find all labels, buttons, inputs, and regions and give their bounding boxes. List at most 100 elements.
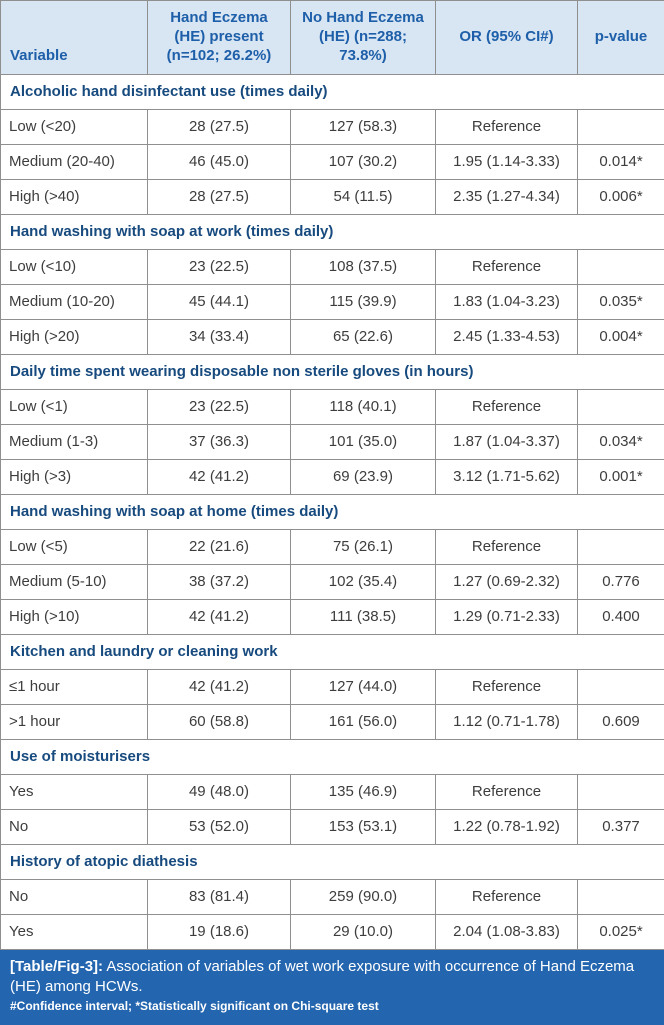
section-row: Use of moisturisers <box>1 740 664 775</box>
variable-cell: Low (<1) <box>1 390 148 425</box>
value-cell: 42 (41.2) <box>148 670 291 705</box>
caption-text: Association of variables of wet work exp… <box>10 958 634 995</box>
value-cell: 108 (37.5) <box>291 250 436 285</box>
value-cell <box>578 530 664 565</box>
value-cell: 0.034* <box>578 425 664 460</box>
table-row: Low (<1)23 (22.5)118 (40.1)Reference <box>1 390 664 425</box>
value-cell: 1.12 (0.71-1.78) <box>436 705 578 740</box>
value-cell: Reference <box>436 110 578 145</box>
variable-cell: Medium (10-20) <box>1 285 148 320</box>
value-cell <box>578 250 664 285</box>
value-cell: 34 (33.4) <box>148 320 291 355</box>
table-row: Low (<5)22 (21.6)75 (26.1)Reference <box>1 530 664 565</box>
table-row: Low (<10)23 (22.5)108 (37.5)Reference <box>1 250 664 285</box>
value-cell: 45 (44.1) <box>148 285 291 320</box>
table-row: High (>40)28 (27.5)54 (11.5)2.35 (1.27-4… <box>1 180 664 215</box>
section-header: Daily time spent wearing disposable non … <box>1 355 664 390</box>
variable-cell: Medium (1-3) <box>1 425 148 460</box>
value-cell <box>578 110 664 145</box>
table-body: Alcoholic hand disinfectant use (times d… <box>1 75 664 950</box>
value-cell: 118 (40.1) <box>291 390 436 425</box>
value-cell: 28 (27.5) <box>148 110 291 145</box>
value-cell: 3.12 (1.71-5.62) <box>436 460 578 495</box>
variable-cell: >1 hour <box>1 705 148 740</box>
section-row: Kitchen and laundry or cleaning work <box>1 635 664 670</box>
section-header: Alcoholic hand disinfectant use (times d… <box>1 75 664 110</box>
value-cell: 1.83 (1.04-3.23) <box>436 285 578 320</box>
section-row: History of atopic diathesis <box>1 845 664 880</box>
value-cell: Reference <box>436 530 578 565</box>
variable-cell: Medium (20-40) <box>1 145 148 180</box>
value-cell: Reference <box>436 250 578 285</box>
value-cell: 1.27 (0.69-2.32) <box>436 565 578 600</box>
value-cell: 19 (18.6) <box>148 915 291 950</box>
section-row: Hand washing with soap at home (times da… <box>1 495 664 530</box>
value-cell: 23 (22.5) <box>148 250 291 285</box>
value-cell: 0.025* <box>578 915 664 950</box>
variable-cell: Low (<20) <box>1 110 148 145</box>
value-cell: 23 (22.5) <box>148 390 291 425</box>
column-header: p-value <box>578 1 664 75</box>
value-cell: 153 (53.1) <box>291 810 436 845</box>
table-row: High (>10)42 (41.2)111 (38.5)1.29 (0.71-… <box>1 600 664 635</box>
value-cell: 2.45 (1.33-4.53) <box>436 320 578 355</box>
value-cell: 0.035* <box>578 285 664 320</box>
value-cell: 0.776 <box>578 565 664 600</box>
variable-cell: High (>3) <box>1 460 148 495</box>
caption-footnote: #Confidence interval; *Statistically sig… <box>10 999 654 1015</box>
variable-cell: No <box>1 810 148 845</box>
value-cell: 2.35 (1.27-4.34) <box>436 180 578 215</box>
value-cell: 127 (44.0) <box>291 670 436 705</box>
value-cell: 1.22 (0.78-1.92) <box>436 810 578 845</box>
value-cell: 161 (56.0) <box>291 705 436 740</box>
value-cell: 0.014* <box>578 145 664 180</box>
section-row: Alcoholic hand disinfectant use (times d… <box>1 75 664 110</box>
table-row: High (>3)42 (41.2)69 (23.9)3.12 (1.71-5.… <box>1 460 664 495</box>
table-row: Low (<20)28 (27.5)127 (58.3)Reference <box>1 110 664 145</box>
value-cell: 1.87 (1.04-3.37) <box>436 425 578 460</box>
value-cell: 0.001* <box>578 460 664 495</box>
value-cell: 1.29 (0.71-2.33) <box>436 600 578 635</box>
table-row: Medium (20-40)46 (45.0)107 (30.2)1.95 (1… <box>1 145 664 180</box>
variable-cell: High (>40) <box>1 180 148 215</box>
value-cell: 38 (37.2) <box>148 565 291 600</box>
value-cell <box>578 390 664 425</box>
value-cell: Reference <box>436 880 578 915</box>
value-cell: 49 (48.0) <box>148 775 291 810</box>
table-row: Medium (10-20)45 (44.1)115 (39.9)1.83 (1… <box>1 285 664 320</box>
table-row: High (>20)34 (33.4)65 (22.6)2.45 (1.33-4… <box>1 320 664 355</box>
value-cell: 42 (41.2) <box>148 600 291 635</box>
value-cell: 115 (39.9) <box>291 285 436 320</box>
value-cell: 0.609 <box>578 705 664 740</box>
section-header: Hand washing with soap at home (times da… <box>1 495 664 530</box>
column-header: OR (95% CI#) <box>436 1 578 75</box>
variable-cell: Yes <box>1 775 148 810</box>
value-cell: 127 (58.3) <box>291 110 436 145</box>
value-cell: 0.377 <box>578 810 664 845</box>
value-cell: 102 (35.4) <box>291 565 436 600</box>
value-cell <box>578 775 664 810</box>
value-cell: 83 (81.4) <box>148 880 291 915</box>
value-cell: 60 (58.8) <box>148 705 291 740</box>
variable-cell: High (>20) <box>1 320 148 355</box>
value-cell: 22 (21.6) <box>148 530 291 565</box>
variable-cell: Low (<5) <box>1 530 148 565</box>
value-cell: 69 (23.9) <box>291 460 436 495</box>
table-row: Medium (5-10)38 (37.2)102 (35.4)1.27 (0.… <box>1 565 664 600</box>
value-cell: 46 (45.0) <box>148 145 291 180</box>
value-cell: 259 (90.0) <box>291 880 436 915</box>
value-cell: Reference <box>436 775 578 810</box>
value-cell: 135 (46.9) <box>291 775 436 810</box>
variable-cell: Medium (5-10) <box>1 565 148 600</box>
value-cell: 1.95 (1.14-3.33) <box>436 145 578 180</box>
section-header: Kitchen and laundry or cleaning work <box>1 635 664 670</box>
value-cell: 0.400 <box>578 600 664 635</box>
value-cell: 101 (35.0) <box>291 425 436 460</box>
